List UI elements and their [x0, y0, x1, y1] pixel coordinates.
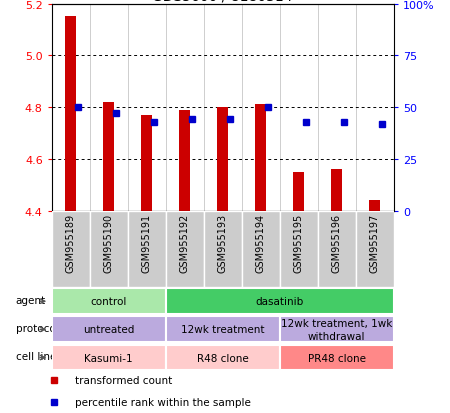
Bar: [128, 211, 166, 287]
Bar: [356, 211, 394, 287]
Bar: [141, 116, 152, 211]
Bar: [166, 211, 204, 287]
Bar: [293, 172, 304, 211]
Bar: [280, 317, 394, 342]
Bar: [65, 17, 76, 211]
Text: control: control: [90, 297, 127, 306]
Text: untreated: untreated: [83, 325, 135, 335]
Text: R48 clone: R48 clone: [197, 353, 248, 363]
Text: GSM955189: GSM955189: [66, 214, 76, 272]
Text: percentile rank within the sample: percentile rank within the sample: [75, 397, 251, 407]
Text: protocol: protocol: [15, 323, 58, 333]
Bar: [204, 211, 242, 287]
Bar: [332, 170, 342, 211]
Text: 12wk treatment, 1wk
withdrawal: 12wk treatment, 1wk withdrawal: [281, 318, 392, 341]
Bar: [166, 317, 280, 342]
Bar: [166, 289, 394, 314]
Bar: [217, 108, 228, 211]
Bar: [180, 110, 190, 211]
Text: GSM955197: GSM955197: [370, 214, 380, 273]
Bar: [90, 211, 128, 287]
Text: GSM955196: GSM955196: [332, 214, 342, 272]
Text: GSM955190: GSM955190: [104, 214, 114, 272]
Bar: [318, 211, 356, 287]
Bar: [256, 105, 266, 211]
Text: dasatinib: dasatinib: [256, 297, 304, 306]
Text: PR48 clone: PR48 clone: [308, 353, 366, 363]
Bar: [52, 345, 166, 370]
Bar: [52, 211, 90, 287]
Bar: [280, 345, 394, 370]
Text: agent: agent: [15, 295, 45, 305]
Bar: [280, 211, 318, 287]
Text: GSM955195: GSM955195: [294, 214, 304, 273]
Text: Kasumi-1: Kasumi-1: [85, 353, 133, 363]
Text: GSM955191: GSM955191: [142, 214, 152, 272]
Text: transformed count: transformed count: [75, 375, 172, 385]
Text: 12wk treatment: 12wk treatment: [181, 325, 265, 335]
Bar: [242, 211, 280, 287]
Text: GSM955194: GSM955194: [256, 214, 266, 272]
Bar: [52, 317, 166, 342]
Text: GSM955193: GSM955193: [218, 214, 228, 272]
Title: GDS5600 / 8180314: GDS5600 / 8180314: [153, 0, 293, 3]
Bar: [52, 289, 166, 314]
Text: cell line: cell line: [15, 351, 56, 361]
Text: GSM955192: GSM955192: [180, 214, 190, 273]
Bar: [166, 345, 280, 370]
Bar: [104, 103, 114, 211]
Bar: [369, 201, 380, 211]
